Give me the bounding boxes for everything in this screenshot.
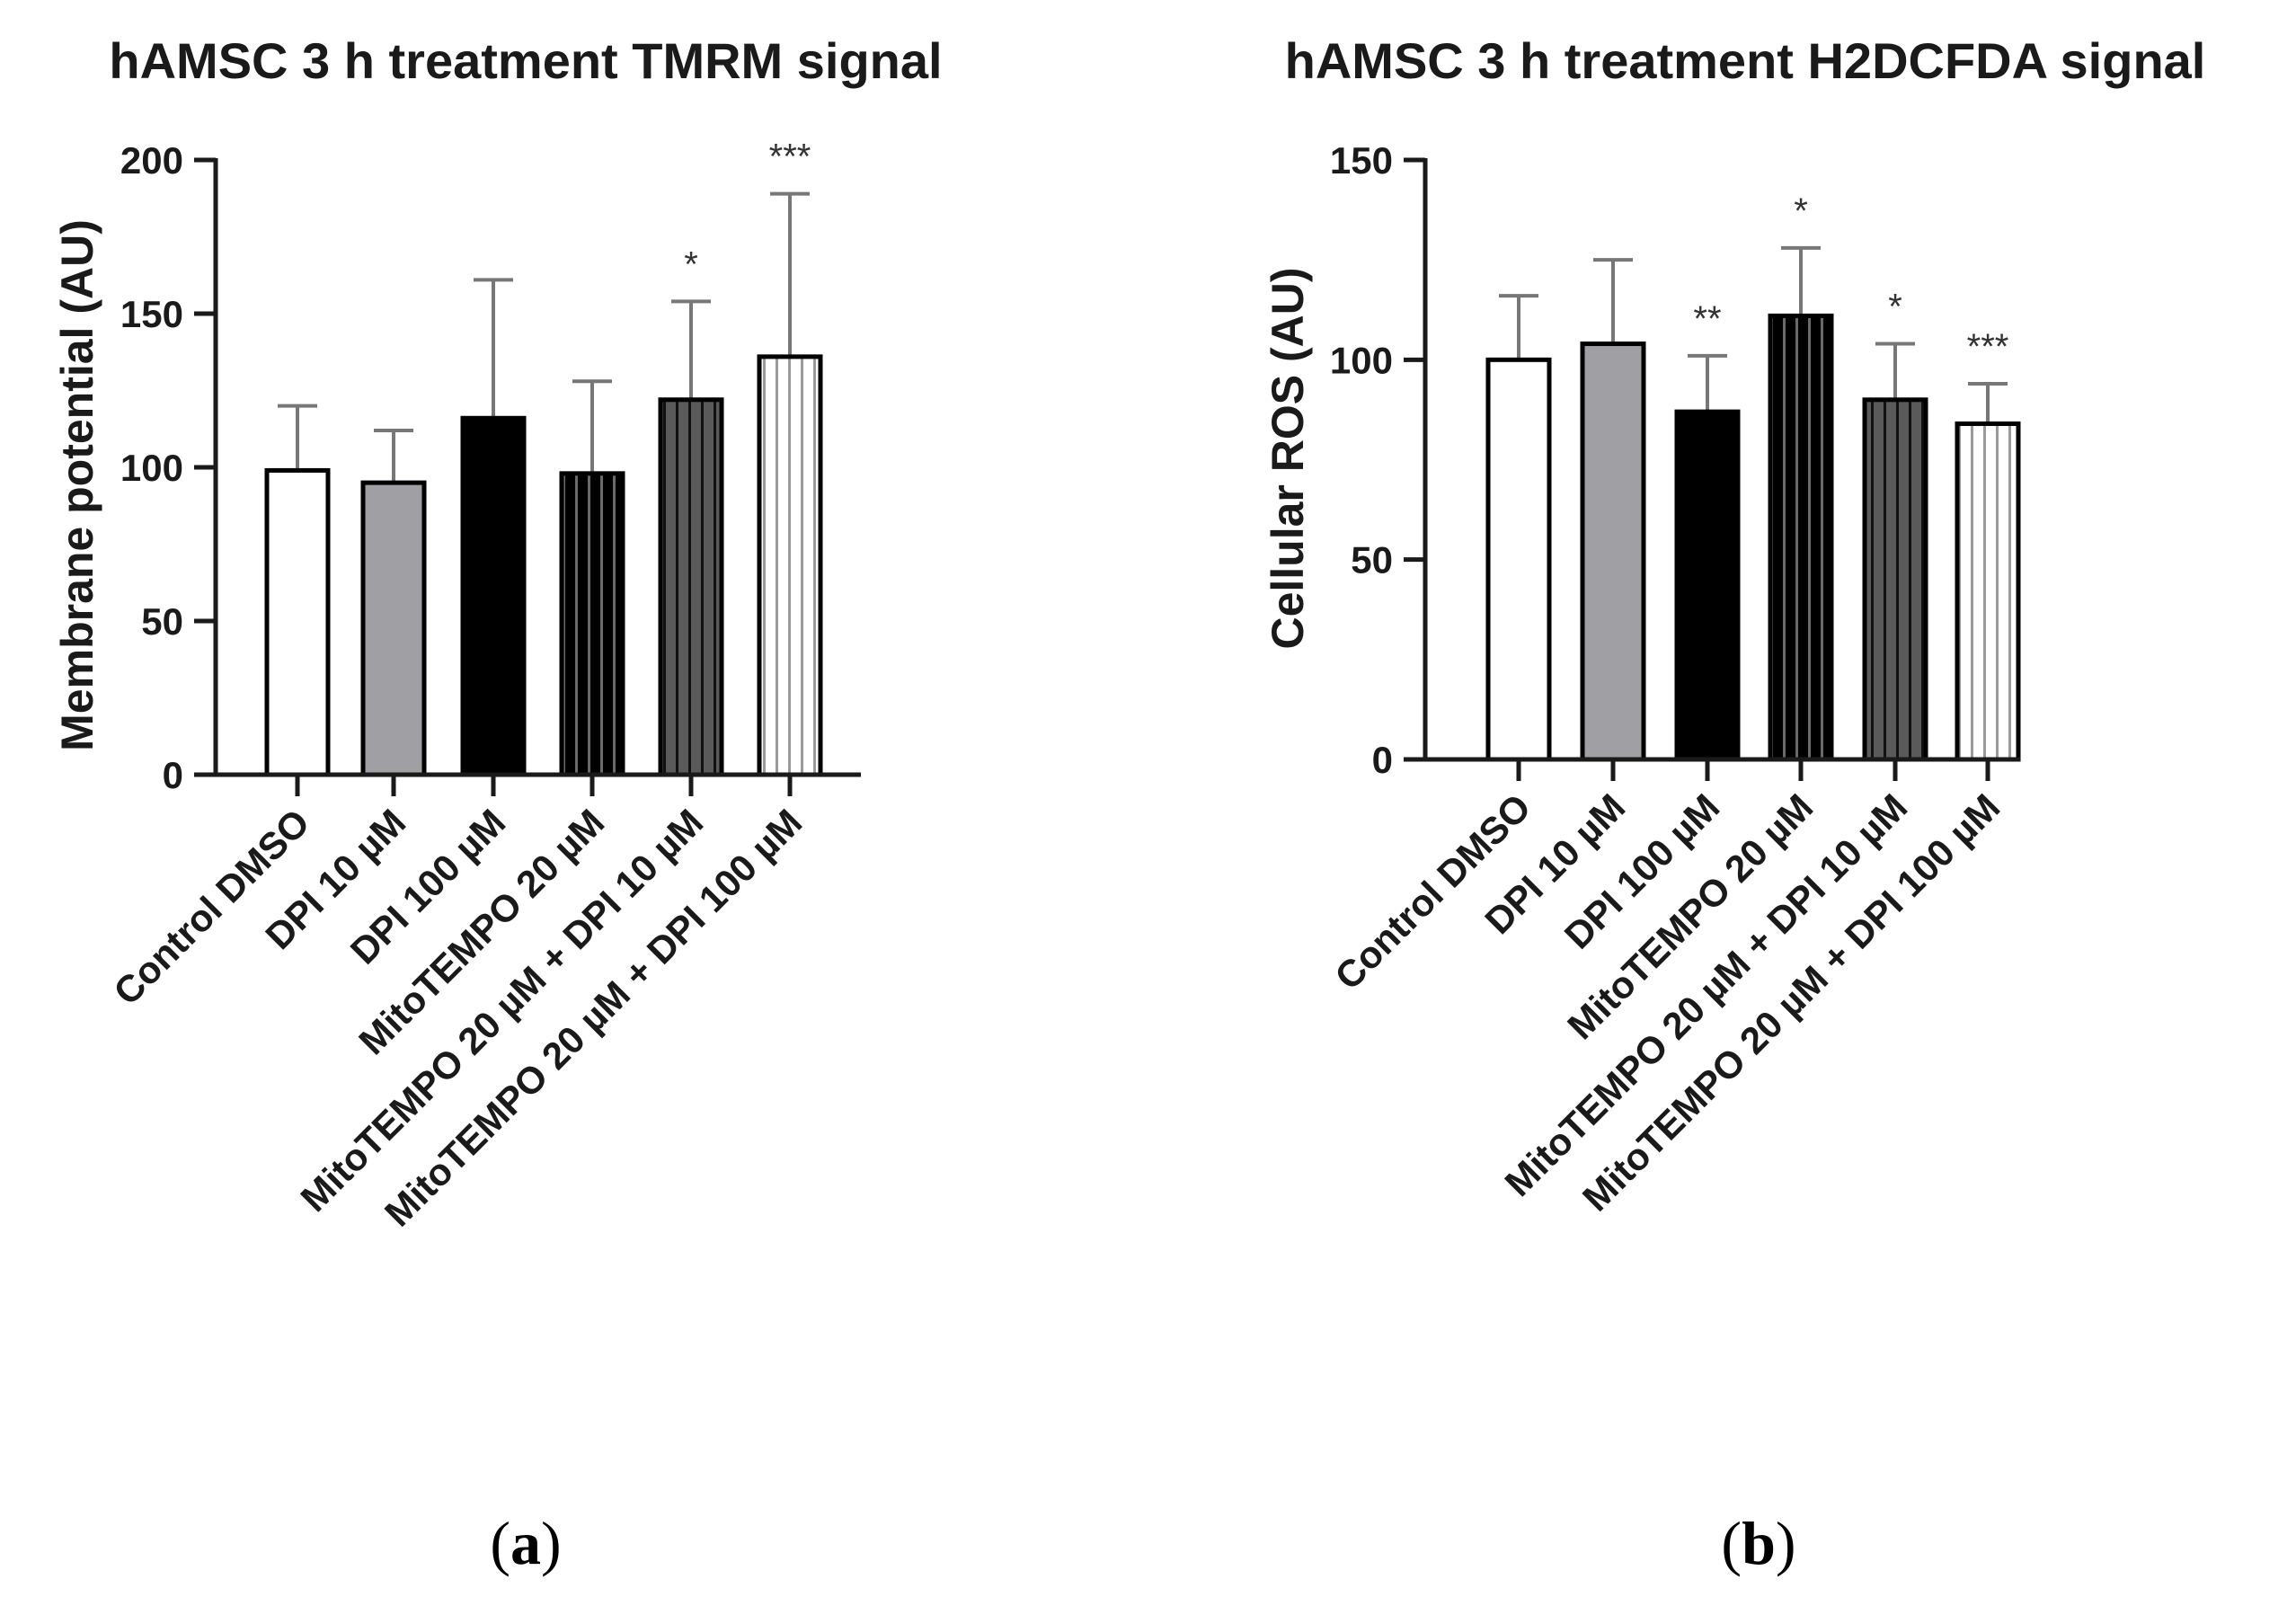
- bar: [658, 397, 724, 777]
- significance-label: *: [1888, 288, 1902, 327]
- panel-label-close: ): [541, 1509, 562, 1577]
- significance-label: *: [1794, 191, 1808, 231]
- panel-label-letter: b: [1742, 1509, 1776, 1577]
- chart-panel-b: hAMSC 3 h treatment H2DCFDA signal Cellu…: [1263, 32, 2205, 1577]
- y-axis-label: Membrane potential (AU): [52, 219, 102, 751]
- significance-label: **: [1693, 299, 1721, 339]
- y-tick-label: 50: [1351, 539, 1393, 581]
- chart-title: hAMSC 3 h treatment H2DCFDA signal: [1285, 32, 2206, 89]
- bar: [1674, 409, 1741, 762]
- bar: [757, 354, 823, 777]
- panel-label-open: (: [1721, 1509, 1742, 1577]
- y-tick-label: 0: [1372, 739, 1393, 781]
- chart-panel-a: hAMSC 3 h treatment TMRM signal Membrane…: [52, 32, 943, 1577]
- panel-label-letter: a: [510, 1509, 541, 1577]
- bar: [460, 415, 527, 777]
- significance-label: *: [684, 244, 698, 284]
- bar: [360, 480, 427, 777]
- bar: [1955, 421, 2021, 762]
- y-tick-label: 100: [1330, 339, 1393, 381]
- bar: [559, 471, 625, 777]
- chart-title: hAMSC 3 h treatment TMRM signal: [109, 32, 942, 89]
- bar: [1862, 397, 1928, 762]
- panel-label-close: ): [1776, 1509, 1796, 1577]
- panel-label: (b): [1721, 1509, 1795, 1577]
- y-tick-label: 150: [1330, 139, 1393, 182]
- y-tick-label: 150: [120, 293, 183, 335]
- panel-label-open: (: [490, 1509, 510, 1577]
- y-tick-label: 200: [120, 139, 183, 182]
- y-tick-label: 100: [120, 447, 183, 489]
- y-tick-label: 0: [163, 754, 183, 796]
- significance-label: ***: [1967, 327, 2009, 367]
- bar: [264, 467, 331, 777]
- bar: [1768, 313, 1834, 762]
- bar: [1485, 357, 1552, 762]
- panel-label: (a): [490, 1509, 561, 1577]
- y-axis-label: Cellular ROS (AU): [1263, 267, 1313, 649]
- y-tick-label: 50: [141, 600, 183, 643]
- significance-label: ***: [769, 138, 811, 177]
- bar: [1580, 342, 1646, 762]
